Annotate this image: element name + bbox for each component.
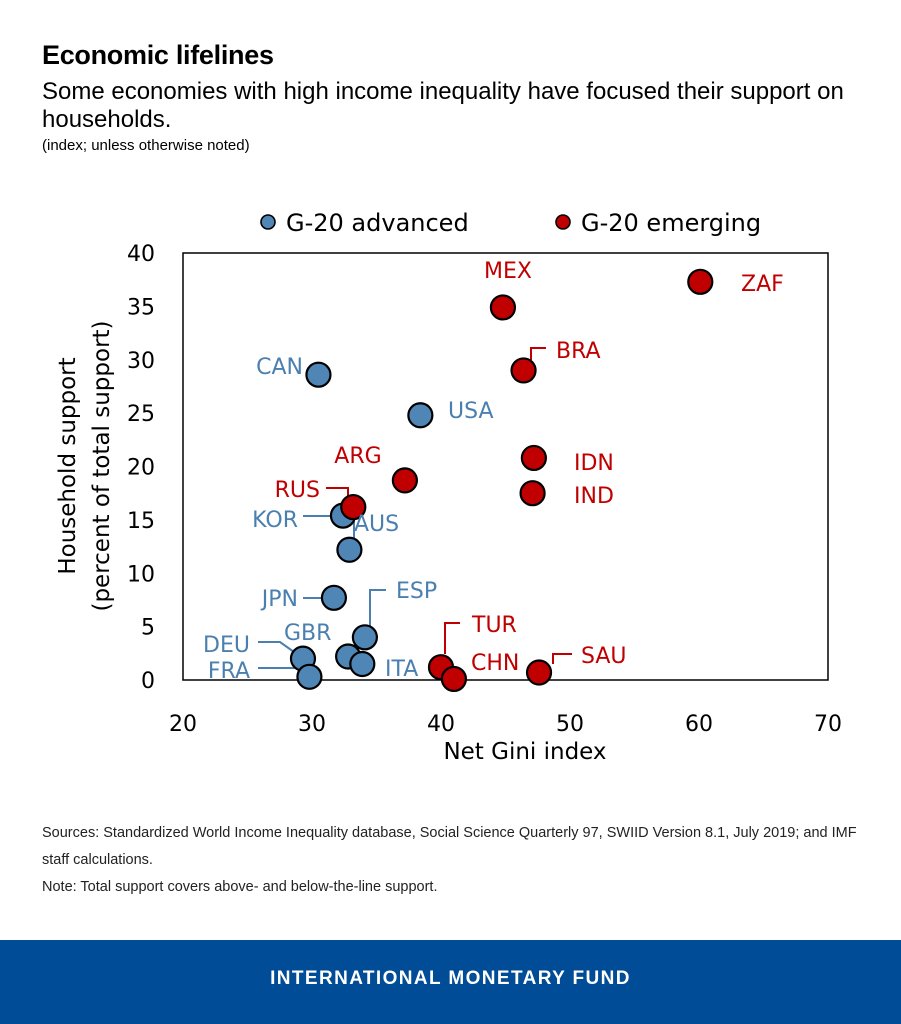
x-axis-label: Net Gini index (443, 739, 606, 765)
data-label-can: CAN (256, 355, 303, 380)
y-tick-label: 25 (127, 402, 155, 427)
sources-text: Sources: Standardized World Income Inequ… (42, 825, 857, 868)
data-label-jpn: JPN (260, 587, 298, 612)
y-axis-ticks: 0 5 10 15 20 25 30 35 40 (127, 242, 155, 694)
data-point-can (305, 361, 332, 388)
data-label-ind: IND (574, 484, 614, 509)
x-tick-label: 20 (169, 712, 197, 737)
data-points (289, 268, 714, 693)
chart-title: Economic lifelines (42, 40, 274, 70)
x-tick-label: 60 (685, 712, 713, 737)
data-label-zaf: ZAF (741, 272, 784, 297)
data-label-kor: KOR (252, 508, 298, 533)
leader-line-deu (258, 641, 295, 653)
data-point-bra (510, 357, 537, 384)
data-point-arg (391, 467, 418, 494)
data-label-fra: FRA (208, 659, 250, 684)
legend: G-20 advanced G-20 emerging (260, 209, 761, 237)
leader-line-esp (369, 589, 386, 630)
data-point-zaf (687, 268, 714, 295)
legend-marker-advanced (260, 214, 276, 230)
label-leader-lines (258, 347, 572, 669)
data-label-idn: IDN (574, 451, 614, 476)
sources-block: Sources: Standardized World Income Inequ… (42, 820, 862, 901)
data-point-ind (519, 480, 546, 507)
data-point-idn (520, 444, 547, 472)
x-tick-label: 40 (427, 712, 455, 737)
legend-label-advanced: G-20 advanced (286, 209, 469, 237)
data-label-esp: ESP (396, 579, 437, 604)
x-tick-label: 30 (298, 712, 326, 737)
y-tick-label: 0 (141, 669, 155, 694)
y-tick-label: 15 (127, 509, 155, 534)
y-axis-label-line2: (percent of total support) (89, 320, 115, 611)
x-tick-label: 50 (556, 712, 584, 737)
y-tick-label: 35 (127, 295, 155, 320)
data-point-mex (489, 294, 517, 321)
legend-marker-emerging (555, 214, 571, 230)
leader-line-tur (444, 622, 460, 654)
x-axis-ticks: 20 30 40 50 60 70 (169, 712, 842, 737)
data-point-fra (296, 663, 323, 690)
plot-area-frame (182, 252, 829, 681)
y-axis-label-line1: Household support (55, 357, 81, 574)
note-text: Note: Total support covers above- and be… (42, 879, 438, 895)
data-label-rus: RUS (275, 478, 320, 503)
data-label-deu: DEU (203, 633, 250, 658)
data-point-jpn (320, 584, 348, 611)
data-point-rus (340, 493, 367, 521)
data-point-esp (351, 624, 378, 651)
footer-org-name: INTERNATIONAL MONETARY FUND (270, 968, 631, 989)
x-tick-label: 70 (814, 712, 842, 737)
data-point-ita (349, 650, 376, 678)
units-note: (index; unless otherwise noted) (42, 137, 250, 154)
data-label-arg: ARG (334, 444, 381, 469)
scatter-chart: G-20 advanced G-20 emerging 0 5 10 15 20 25 30 3… (55, 209, 842, 765)
leader-line-sau (552, 653, 572, 664)
y-tick-label: 5 (141, 616, 155, 641)
y-tick-label: 10 (127, 562, 155, 587)
data-label-tur: TUR (471, 613, 517, 638)
data-point-usa (407, 402, 434, 429)
footer-banner: INTERNATIONAL MONETARY FUND (0, 940, 901, 1024)
leader-line-bra (530, 347, 546, 360)
y-tick-label: 20 (127, 456, 155, 481)
data-label-sau: SAU (581, 644, 627, 669)
data-label-mex: MEX (484, 259, 532, 284)
data-label-usa: USA (448, 399, 494, 424)
data-label-ita: ITA (385, 657, 418, 682)
data-label-aus: AUS (354, 512, 399, 537)
chart-subtitle: Some economies with high income inequali… (42, 78, 844, 133)
y-tick-label: 30 (127, 349, 155, 374)
data-point-sau (525, 659, 553, 686)
y-tick-label: 40 (127, 242, 155, 267)
data-point-chn (440, 665, 467, 693)
data-label-bra: BRA (556, 339, 601, 364)
leader-line-rus (326, 487, 349, 498)
data-label-chn: CHN (471, 651, 519, 676)
data-point-aus (336, 536, 363, 563)
legend-label-emerging: G-20 emerging (581, 209, 761, 237)
data-label-gbr: GBR (284, 621, 331, 646)
